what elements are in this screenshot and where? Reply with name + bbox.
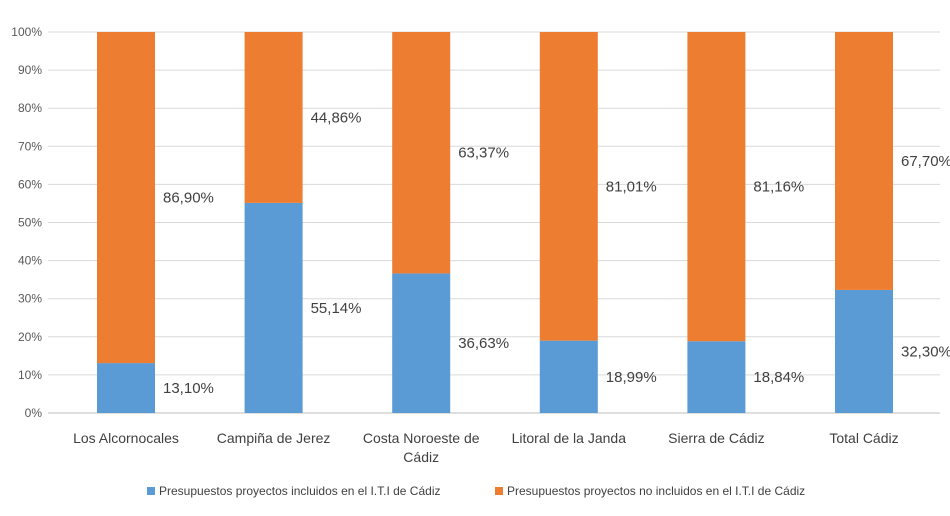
bar-segment-included <box>539 340 598 413</box>
data-label: 13,10% <box>163 380 214 397</box>
category-label: Sierra de Cádiz <box>668 430 765 446</box>
category-label-line: Cádiz <box>403 449 439 465</box>
x-axis-category-labels: Los Alcornocales Campiña de Jerez Costa No… <box>73 430 899 465</box>
bar-segment-not-included <box>97 32 155 364</box>
category-label-line: Los Alcornocales <box>73 430 179 446</box>
category-label-line: Costa Noroeste de <box>363 430 480 446</box>
bar-segment-included <box>835 289 893 413</box>
data-label: 86,90% <box>163 190 214 207</box>
y-tick-label: 50% <box>18 216 42 230</box>
y-tick-label: 100% <box>11 25 42 39</box>
data-label: 81,16% <box>753 179 804 196</box>
y-tick-label: 90% <box>18 63 42 77</box>
category-label: Los Alcornocales <box>73 430 179 446</box>
data-label: 18,99% <box>606 369 657 386</box>
y-tick-label: 40% <box>18 254 42 268</box>
data-labels: 13,10% 86,90% 55,14% 44,86% 36,63% 63,37% 18,9… <box>163 109 950 397</box>
bar-segment-not-included <box>835 32 893 290</box>
y-tick-label: 10% <box>18 368 42 382</box>
bar-segment-included <box>97 363 155 413</box>
data-label: 55,14% <box>311 300 362 317</box>
legend-label: Presupuestos proyectos no incluidos en e… <box>507 484 805 498</box>
data-label: 67,70% <box>901 153 950 170</box>
y-tick-label: 70% <box>18 139 42 153</box>
legend: Presupuestos proyectos incluidos en el I… <box>147 484 805 498</box>
category-label-line: Sierra de Cádiz <box>668 430 765 446</box>
data-label: 81,01% <box>606 178 657 195</box>
bar-segment-not-included <box>687 32 746 342</box>
category-label-line: Total Cádiz <box>829 430 898 446</box>
data-label: 32,30% <box>901 343 950 360</box>
bar-segment-not-included <box>539 32 598 341</box>
data-label: 18,84% <box>753 369 804 386</box>
category-label: Litoral de la Janda <box>512 430 627 446</box>
y-axis-tick-labels: 0% 10% 20% 30% 40% 50% 60% 70% 80% 90% 100% <box>11 25 42 420</box>
y-tick-label: 0% <box>25 406 43 420</box>
category-label: Campiña de Jerez <box>217 430 331 446</box>
data-label: 63,37% <box>458 145 509 162</box>
data-label: 44,86% <box>311 109 362 126</box>
bar-segment-included <box>392 273 451 413</box>
data-label: 36,63% <box>458 335 509 352</box>
bar-segment-included <box>244 202 303 413</box>
category-label: Total Cádiz <box>829 430 898 446</box>
y-tick-label: 20% <box>18 330 42 344</box>
bar-segment-not-included <box>392 32 451 274</box>
category-label: Costa Noroeste de Cádiz <box>363 430 480 465</box>
legend-swatch <box>495 487 503 495</box>
bar-segment-included <box>687 341 746 413</box>
gridlines <box>48 31 940 414</box>
bar-segment-not-included <box>244 32 303 203</box>
y-tick-label: 60% <box>18 177 42 191</box>
legend-swatch <box>147 487 155 495</box>
legend-label: Presupuestos proyectos incluidos en el I… <box>159 484 440 498</box>
bars <box>97 32 893 413</box>
y-tick-label: 80% <box>18 101 42 115</box>
category-label-line: Campiña de Jerez <box>217 430 331 446</box>
category-label-line: Litoral de la Janda <box>512 430 627 446</box>
y-tick-label: 30% <box>18 292 42 306</box>
